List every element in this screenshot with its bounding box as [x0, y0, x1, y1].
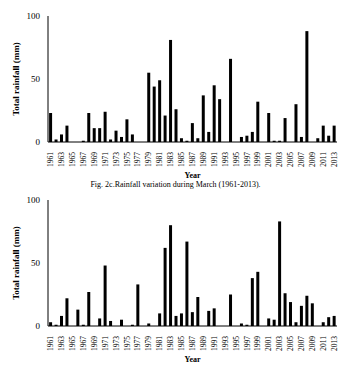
svg-text:1963: 1963	[57, 336, 66, 351]
svg-text:1969: 1969	[90, 152, 99, 167]
svg-text:1997: 1997	[243, 152, 252, 167]
svg-text:1977: 1977	[133, 152, 142, 167]
svg-text:2001: 2001	[264, 336, 273, 351]
svg-text:1983: 1983	[166, 336, 175, 351]
svg-text:1979: 1979	[144, 152, 153, 167]
svg-text:2013: 2013	[330, 336, 339, 351]
svg-text:1985: 1985	[177, 152, 186, 167]
svg-text:1991: 1991	[210, 336, 219, 351]
svg-text:50: 50	[31, 74, 41, 84]
svg-text:0: 0	[36, 137, 41, 147]
svg-text:2007: 2007	[297, 336, 306, 351]
svg-text:1991: 1991	[210, 152, 219, 167]
svg-text:1967: 1967	[79, 152, 88, 167]
svg-text:1989: 1989	[199, 336, 208, 351]
svg-text:2001: 2001	[264, 152, 273, 167]
svg-text:2005: 2005	[286, 336, 295, 351]
svg-text:50: 50	[31, 258, 41, 268]
svg-text:1995: 1995	[232, 152, 241, 167]
svg-text:1973: 1973	[112, 152, 121, 167]
svg-text:Year: Year	[185, 171, 201, 178]
svg-text:1987: 1987	[188, 152, 197, 167]
svg-text:Total rainfall (mm): Total rainfall (mm)	[11, 42, 21, 116]
svg-text:1987: 1987	[188, 336, 197, 351]
svg-text:2007: 2007	[297, 152, 306, 167]
svg-text:100: 100	[27, 195, 41, 205]
svg-text:1989: 1989	[199, 152, 208, 167]
svg-text:1999: 1999	[253, 336, 262, 351]
svg-text:1993: 1993	[221, 336, 230, 351]
html-text:Fig. 2c.Rainfall variation dur: Fig. 2c.Rainfall variation during March …	[90, 180, 261, 189]
svg-text:1961: 1961	[46, 336, 55, 351]
svg-text:2003: 2003	[275, 152, 284, 167]
svg-text:1983: 1983	[166, 152, 175, 167]
svg-text:2011: 2011	[319, 336, 328, 351]
svg-text:1967: 1967	[79, 336, 88, 351]
svg-text:1961: 1961	[46, 152, 55, 167]
svg-text:2009: 2009	[308, 152, 317, 167]
svg-text:1981: 1981	[155, 336, 164, 351]
svg-text:2003: 2003	[275, 336, 284, 351]
svg-text:1971: 1971	[101, 336, 110, 351]
svg-text:1973: 1973	[112, 336, 121, 351]
svg-text:1979: 1979	[144, 336, 153, 351]
svg-text:1971: 1971	[101, 152, 110, 167]
svg-text:1981: 1981	[155, 152, 164, 167]
svg-text:Year: Year	[185, 355, 201, 362]
svg-text:1963: 1963	[57, 152, 66, 167]
svg-text:1975: 1975	[123, 152, 132, 167]
svg-text:2011: 2011	[319, 152, 328, 167]
svg-text:1977: 1977	[133, 336, 142, 351]
svg-text:2005: 2005	[286, 152, 295, 167]
svg-text:1965: 1965	[68, 152, 77, 167]
svg-text:1969: 1969	[90, 336, 99, 351]
svg-text:0: 0	[36, 321, 41, 331]
svg-text:2013: 2013	[330, 152, 339, 167]
svg-text:2009: 2009	[308, 336, 317, 351]
svg-text:1965: 1965	[68, 336, 77, 351]
svg-text:1997: 1997	[243, 336, 252, 351]
svg-text:1999: 1999	[253, 152, 262, 167]
svg-text:1975: 1975	[123, 336, 132, 351]
svg-text:100: 100	[27, 11, 41, 21]
svg-text:1995: 1995	[232, 336, 241, 351]
svg-text:1985: 1985	[177, 336, 186, 351]
svg-text:Total rainfall (mm): Total rainfall (mm)	[11, 226, 21, 300]
svg-text:1993: 1993	[221, 152, 230, 167]
